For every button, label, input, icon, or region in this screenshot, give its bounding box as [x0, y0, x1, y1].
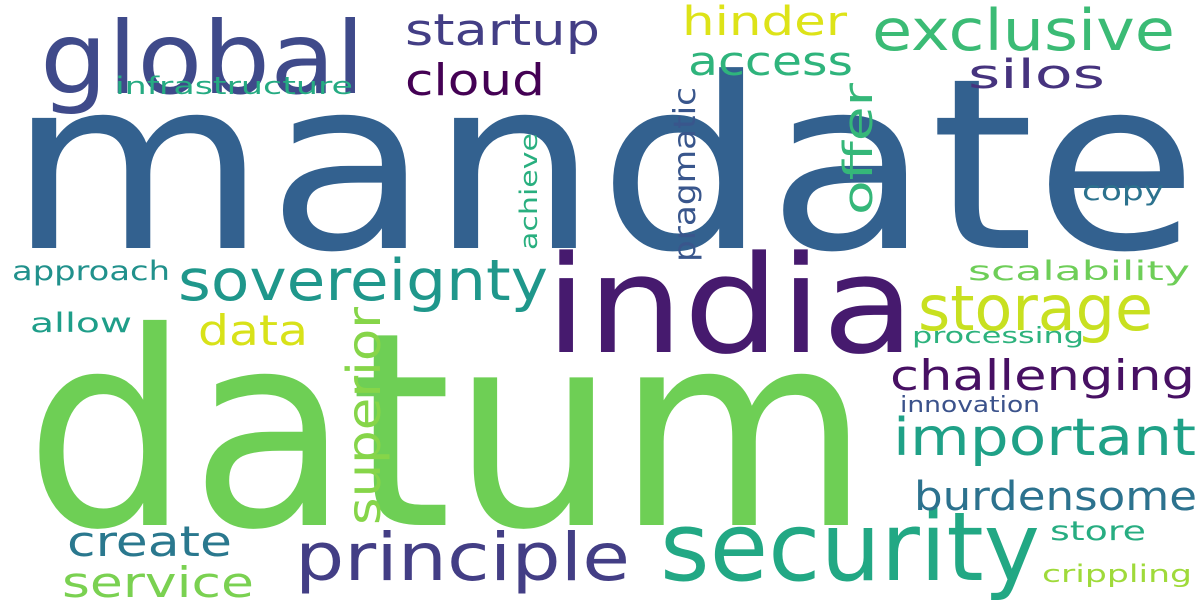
word-offer: offer [836, 82, 882, 215]
word-hinder: hinder [682, 0, 848, 45]
word-approach: approach [12, 256, 170, 287]
word-startup: startup [405, 5, 600, 56]
word-pragmatic: pragmatic [668, 87, 703, 262]
word-datum: datum [25, 274, 870, 589]
word-cloud: cloud [405, 55, 545, 106]
word-principle: principle [295, 519, 630, 596]
word-infrastructure: infrastructure [115, 72, 353, 100]
word-copy: copy [1082, 176, 1164, 207]
word-mandate: mandate [8, 28, 1198, 305]
word-data: data [198, 306, 308, 355]
word-sovereignty: sovereignty [178, 248, 548, 314]
word-burdensome: burdensome [914, 474, 1197, 520]
word-allow: allow [30, 308, 132, 339]
word-silos: silos [968, 52, 1105, 98]
word-store: store [1050, 516, 1146, 547]
word-storage: storage [918, 272, 1153, 345]
word-important: important [893, 408, 1196, 468]
word-create: create [67, 517, 232, 566]
word-service: service [62, 558, 254, 600]
word-security: security [660, 493, 1040, 600]
word-challenging: challenging [890, 351, 1195, 400]
word-innovation: innovation [900, 393, 1040, 418]
word-achieve: achieve [515, 133, 543, 250]
word-superior: superior [337, 307, 391, 525]
word-global: global [40, 0, 365, 117]
word-india: india [545, 227, 915, 384]
word-exclusive: exclusive [872, 0, 1175, 64]
word-scalability: scalability [968, 256, 1190, 287]
word-access: access [688, 39, 853, 85]
word-crippling: crippling [1042, 560, 1192, 588]
word-processing: processing [912, 324, 1084, 349]
